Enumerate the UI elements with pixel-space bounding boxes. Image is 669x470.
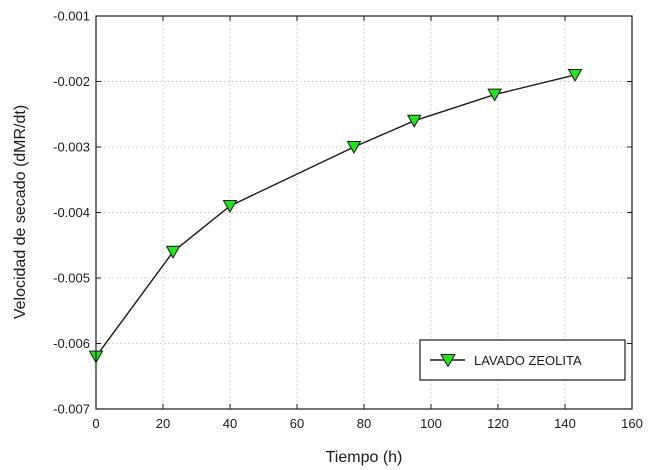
- y-tick-label: -0.004: [53, 205, 90, 220]
- y-tick-label: -0.002: [53, 74, 90, 89]
- x-axis-title: Tiempo (h): [326, 449, 403, 466]
- y-tick-label: -0.006: [53, 336, 90, 351]
- data-point-marker: [346, 141, 362, 155]
- y-axis-title: Velocidad de secado (dMR/dt): [12, 105, 29, 319]
- x-tick-label: 140: [554, 416, 576, 431]
- legend: LAVADO ZEOLITA: [419, 339, 626, 381]
- data-point-marker: [165, 245, 181, 259]
- x-tick-label: 20: [156, 416, 170, 431]
- x-tick-label: 120: [487, 416, 509, 431]
- series-layer: [88, 68, 583, 364]
- y-tick-label: -0.007: [53, 402, 90, 417]
- x-tick-label: 0: [92, 416, 99, 431]
- data-point-marker: [567, 68, 583, 82]
- x-tick-label: 160: [621, 416, 643, 431]
- gridlines: [96, 16, 632, 409]
- x-tick-label: 60: [290, 416, 304, 431]
- y-tick-label: -0.005: [53, 271, 90, 286]
- y-tick-label: -0.003: [53, 140, 90, 155]
- data-point-marker: [406, 114, 422, 128]
- legend-label: LAVADO ZEOLITA: [474, 353, 582, 368]
- data-point-marker: [487, 88, 503, 102]
- x-tick-label: 40: [223, 416, 237, 431]
- x-tick-label: 80: [357, 416, 371, 431]
- data-point-marker: [222, 199, 238, 213]
- ticks-layer: 0 20 40 60 80 100 120 140 160 -0.007 -0.006 -0.005 -…: [53, 9, 643, 432]
- x-tick-label: 100: [420, 416, 442, 431]
- y-tick-label: -0.001: [53, 9, 90, 24]
- legend-marker-icon: [440, 354, 456, 368]
